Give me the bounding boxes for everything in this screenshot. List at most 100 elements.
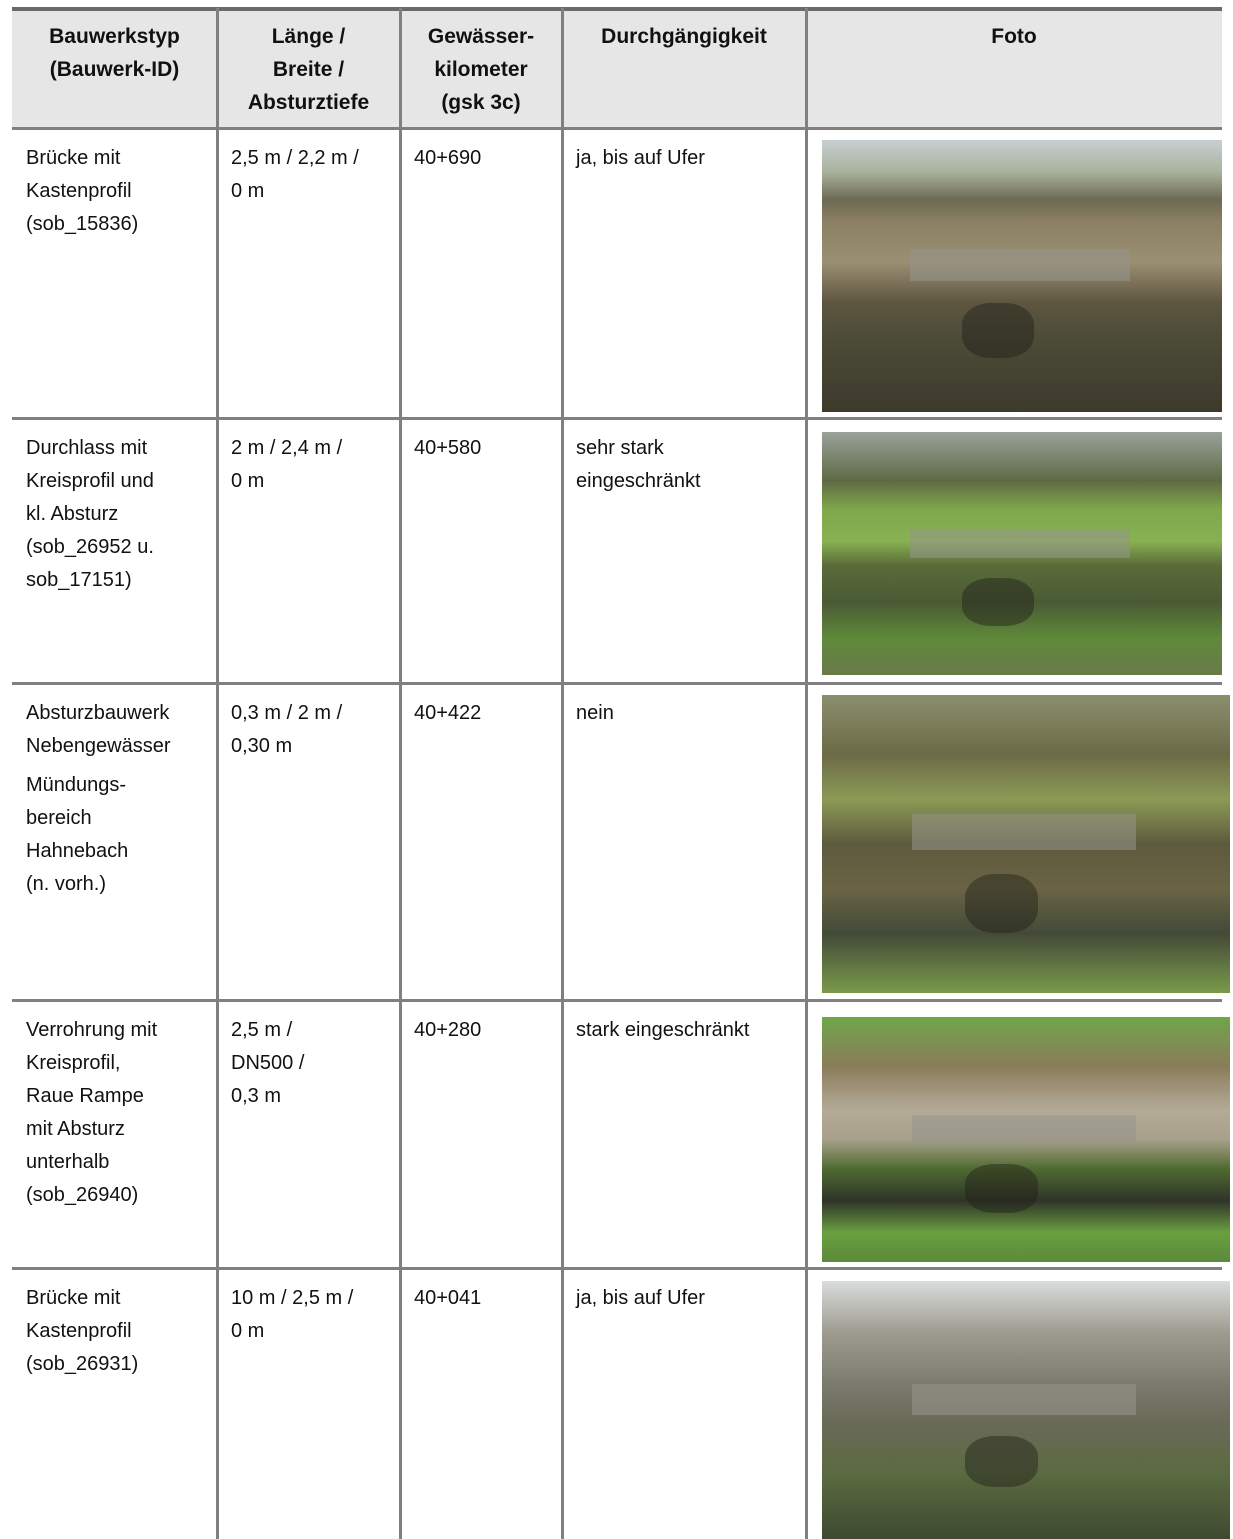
cell-line: 40+422 xyxy=(414,702,482,724)
cell-line: 10 m / 2,5 m / xyxy=(231,1287,354,1309)
cell-line: sehr stark xyxy=(576,437,664,459)
photo-detail xyxy=(962,303,1034,358)
cell-line: Brücke mit xyxy=(26,147,121,169)
row-border xyxy=(12,417,1222,420)
column-border xyxy=(561,8,564,1539)
cell-line: 40+280 xyxy=(414,1019,482,1041)
cell: Verrohrung mit Kreisprofil, Raue Rampe mit … xyxy=(26,1014,211,1212)
cell-line: bereich xyxy=(26,807,92,829)
cell: 10 m / 2,5 m / 0 m xyxy=(231,1282,394,1348)
cell-line: 2 m / 2,4 m / xyxy=(231,437,343,459)
cell: 40+041 xyxy=(414,1282,556,1315)
header-line: Breite / xyxy=(272,58,345,81)
cell-line: ja, bis auf Ufer xyxy=(576,147,705,169)
photo xyxy=(822,1017,1230,1262)
photo xyxy=(822,1281,1230,1539)
header-cell: Bauwerkstyp (Bauwerk-ID) xyxy=(12,20,217,86)
photo-detail xyxy=(911,814,1137,850)
cell-line: (sob_26952 u. xyxy=(26,536,154,558)
cell-line: 0,3 m / 2 m / xyxy=(231,702,343,724)
column-border xyxy=(805,8,808,1539)
cell: 2,5 m / 2,2 m / 0 m xyxy=(231,142,394,208)
cell-line: Hahnebach xyxy=(26,840,129,862)
photo xyxy=(822,432,1222,675)
cell-line: 0,3 m xyxy=(231,1085,282,1107)
photo-detail xyxy=(964,1435,1039,1488)
cell: Durchlass mit Kreisprofil und kl. Absturz (… xyxy=(26,432,211,597)
cell-line: Verrohrung mit xyxy=(26,1019,158,1041)
cell: ja, bis auf Ufer xyxy=(576,1282,800,1315)
photo-detail xyxy=(964,873,1039,934)
cell-line: Kastenprofil xyxy=(26,180,132,202)
cell-line: Durchlass mit xyxy=(26,437,148,459)
top-border xyxy=(12,7,1222,11)
column-border xyxy=(399,8,402,1539)
header-cell: Länge / Breite / Absturztiefe xyxy=(217,20,400,119)
cell-line: (sob_26931) xyxy=(26,1353,139,1375)
photo xyxy=(822,140,1222,412)
column-border xyxy=(216,8,219,1539)
cell: 2,5 m / DN500 / 0,3 m xyxy=(231,1014,394,1113)
photo-detail xyxy=(964,1164,1039,1213)
cell: 2 m / 2,4 m / 0 m xyxy=(231,432,394,498)
photo xyxy=(822,695,1230,993)
cell-line: 40+580 xyxy=(414,437,482,459)
cell-line: sob_17151) xyxy=(26,569,132,591)
cell: 40+280 xyxy=(414,1014,556,1047)
cell-line: 2,5 m / xyxy=(231,1019,293,1041)
cell-line: (sob_15836) xyxy=(26,213,139,235)
cell: 40+580 xyxy=(414,432,556,465)
header-cell: Durchgängigkeit xyxy=(562,20,806,53)
row-border xyxy=(12,1267,1222,1270)
cell-line: unterhalb xyxy=(26,1151,110,1173)
cell-line: kl. Absturz xyxy=(26,503,119,525)
header-line: Durchgängigkeit xyxy=(601,25,767,48)
cell-line: ja, bis auf Ufer xyxy=(576,1287,705,1309)
cell-line: eingeschränkt xyxy=(576,470,701,492)
photo-detail xyxy=(962,577,1034,627)
cell-line: 0 m xyxy=(231,470,265,492)
cell-line: Kastenprofil xyxy=(26,1320,132,1342)
cell-line: Kreisprofil und xyxy=(26,470,154,492)
cell-line: nein xyxy=(576,702,614,724)
cell: nein xyxy=(576,697,800,730)
cell-line: 40+690 xyxy=(414,147,482,169)
cell-line: Nebengewässer xyxy=(26,735,171,757)
cell-line: Kreisprofil, xyxy=(26,1052,121,1074)
photo-detail xyxy=(910,529,1130,559)
header-line: kilometer xyxy=(434,58,528,81)
cell: 40+690 xyxy=(414,142,556,175)
header-cell: Foto xyxy=(806,20,1222,53)
cell-line: DN500 / xyxy=(231,1052,305,1074)
cell-line: 2,5 m / 2,2 m / xyxy=(231,147,359,169)
cell-line: 40+041 xyxy=(414,1287,482,1309)
cell: Absturzbauwerk Nebengewässer Mündungs-bere… xyxy=(26,697,211,901)
cell-line: Mündungs- xyxy=(26,774,127,796)
header-row xyxy=(12,10,1222,128)
header-line: Bauwerkstyp xyxy=(49,25,180,48)
cell-line: 0,30 m xyxy=(231,735,293,757)
cell-line: (sob_26940) xyxy=(26,1184,139,1206)
row-border xyxy=(12,127,1222,130)
cell-line: 0 m xyxy=(231,180,265,202)
header-line: (Bauwerk-ID) xyxy=(49,58,180,81)
cell-line: Raue Rampe xyxy=(26,1085,144,1107)
header-line: (gsk 3c) xyxy=(441,91,521,114)
cell: 0,3 m / 2 m / 0,30 m xyxy=(231,697,394,763)
cell-line: (n. vorh.) xyxy=(26,873,107,895)
row-border xyxy=(12,999,1222,1002)
cell-line: Absturzbauwerk xyxy=(26,702,170,724)
row-border xyxy=(12,682,1222,685)
photo-detail xyxy=(911,1115,1137,1145)
cell-line: mit Absturz xyxy=(26,1118,125,1140)
header-line: Absturztiefe xyxy=(247,91,370,114)
cell: 40+422 xyxy=(414,697,556,730)
cell-line: 0 m xyxy=(231,1320,265,1342)
cell: Brücke mit Kastenprofil (sob_15836) xyxy=(26,142,211,241)
header-cell: Gewässer-kilometer (gsk 3c) xyxy=(400,20,562,119)
photo-detail xyxy=(910,248,1130,282)
cell-line: stark eingeschränkt xyxy=(576,1019,750,1041)
cell: ja, bis auf Ufer xyxy=(576,142,800,175)
header-line: Länge / xyxy=(271,25,346,48)
